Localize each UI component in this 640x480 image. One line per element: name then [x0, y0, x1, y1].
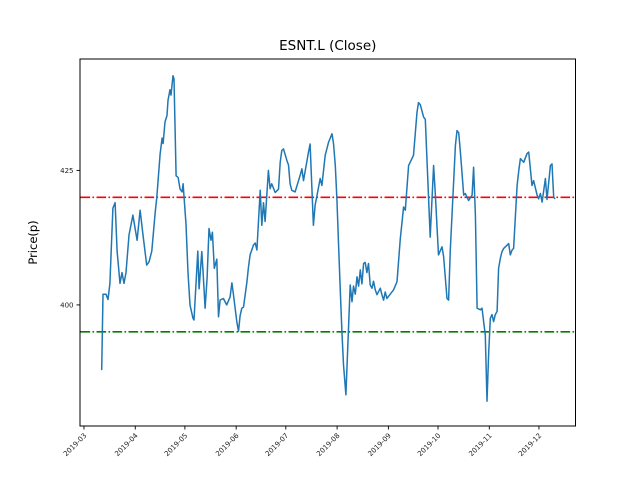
- x-tick-label: 2019-07: [264, 432, 290, 458]
- price-line-close: [100, 74, 556, 402]
- x-tick-label: 2019-09: [366, 432, 392, 458]
- x-tick-label: 2019-06: [214, 431, 241, 458]
- x-tick-label: 2019-03: [62, 432, 88, 458]
- x-tick-label: 2019-12: [517, 432, 543, 458]
- x-tick-label: 2019-10: [416, 432, 442, 458]
- x-tick-label: 2019-04: [113, 431, 140, 458]
- chart-title: ESNT.L (Close): [279, 38, 376, 54]
- y-tick-label: 400: [60, 301, 73, 309]
- plot-border: [79, 58, 576, 427]
- x-tick-label: 2019-11: [467, 432, 493, 458]
- y-tick-label: 425: [60, 167, 73, 175]
- x-tick-label: 2019-05: [163, 432, 189, 458]
- x-tick-label: 2019-08: [315, 432, 341, 458]
- y-axis-label: Price(p): [26, 220, 40, 264]
